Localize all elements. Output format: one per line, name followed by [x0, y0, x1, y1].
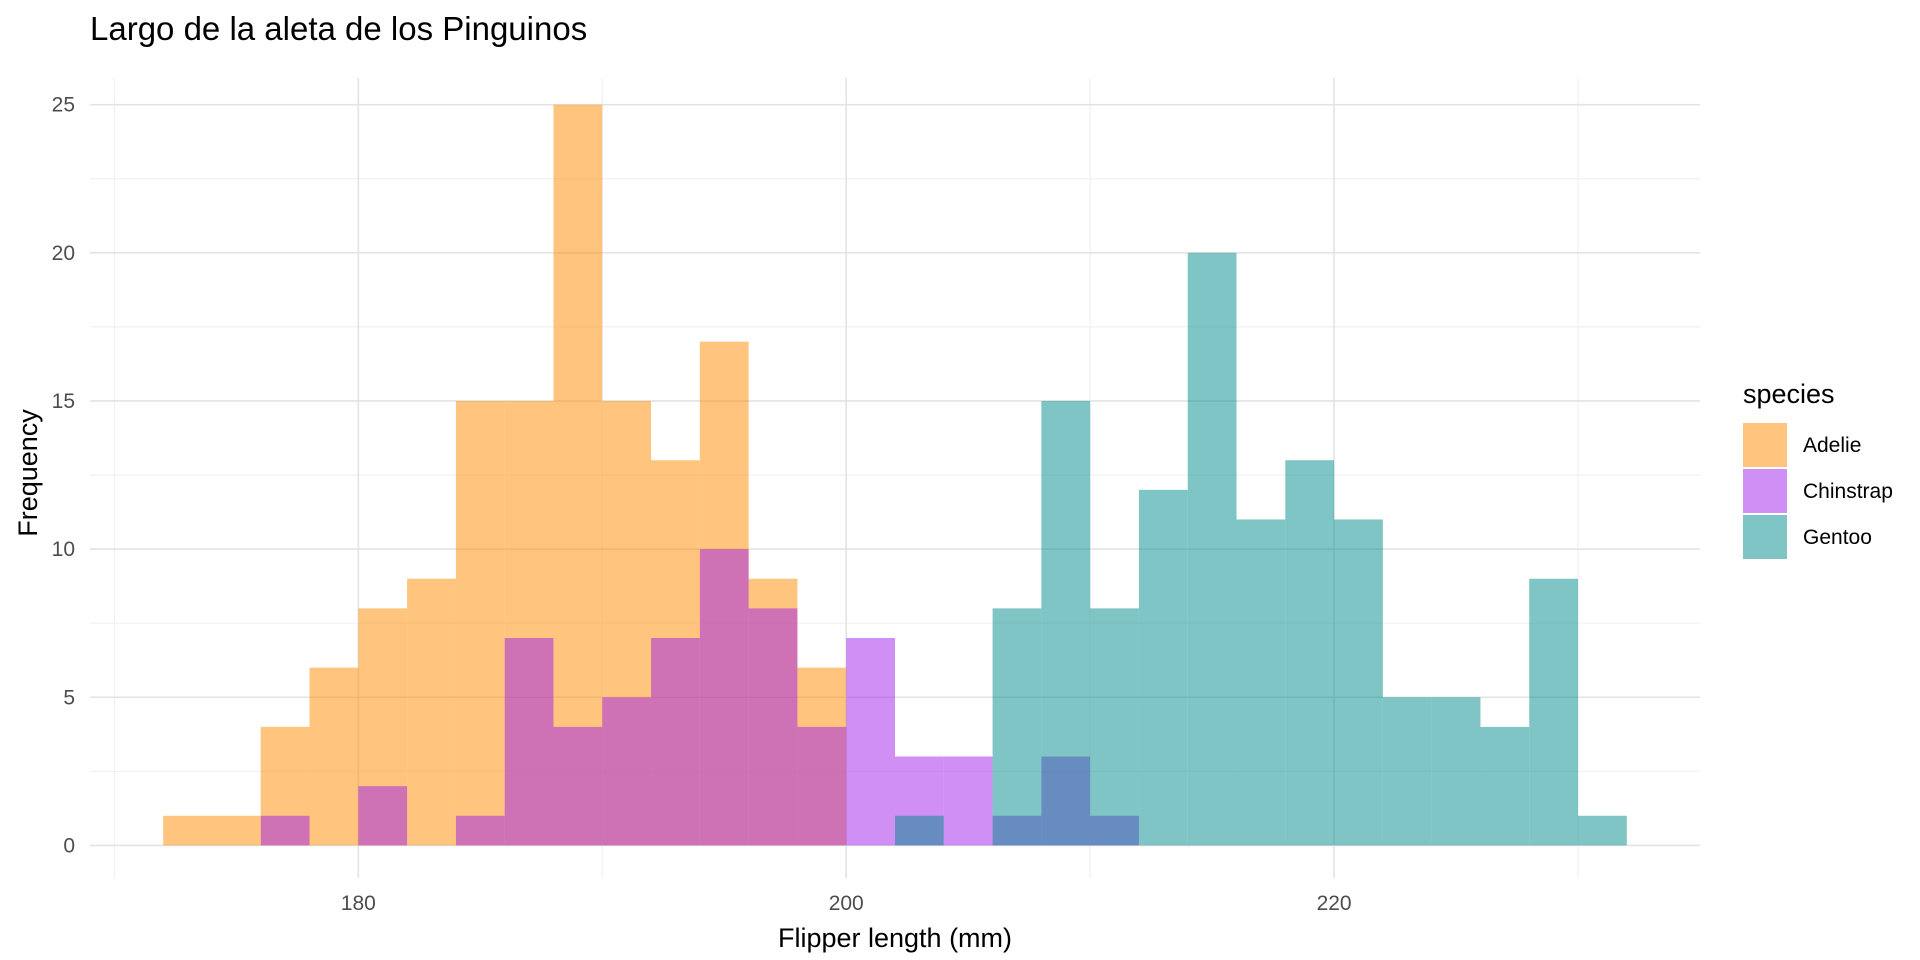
x-tick-label: 180	[341, 892, 376, 915]
legend-title: species	[1743, 379, 1835, 409]
histogram-bar	[553, 104, 603, 846]
histogram-bar	[1090, 608, 1139, 846]
histogram-bar	[895, 815, 944, 846]
histogram-bar	[1334, 519, 1383, 846]
histogram-bar	[1236, 519, 1286, 846]
histogram-bar	[651, 638, 700, 846]
histogram-bar	[699, 549, 749, 846]
chart-title: Largo de la aleta de los Pinguinos	[90, 10, 587, 47]
histogram-bars	[163, 104, 1627, 846]
histogram-bar	[1529, 578, 1579, 846]
legend-item-chinstrap: Chinstrap	[1743, 469, 1893, 513]
y-tick-label: 15	[52, 390, 75, 413]
legend-swatch	[1743, 423, 1787, 467]
histogram-bar	[211, 815, 261, 846]
y-tick-label: 10	[52, 538, 75, 561]
histogram-bar	[504, 638, 554, 846]
y-tick-label: 20	[52, 242, 75, 265]
legend-item-adelie: Adelie	[1743, 423, 1861, 467]
x-axis-title: Flipper length (mm)	[778, 923, 1012, 953]
histogram-bar	[992, 608, 1042, 846]
histogram-bar	[602, 697, 652, 846]
legend-label: Gentoo	[1803, 526, 1872, 549]
x-tick-label: 220	[1317, 892, 1352, 915]
x-tick-label: 200	[829, 892, 864, 915]
histogram-bar	[846, 638, 895, 846]
histogram-bar	[1138, 489, 1188, 846]
histogram-bar	[455, 815, 505, 846]
y-axis-title: Frequency	[13, 409, 43, 537]
histogram-bar	[1578, 815, 1627, 846]
histogram-bar	[943, 756, 993, 846]
histogram-bar	[358, 786, 408, 846]
histogram-bar	[1285, 460, 1335, 846]
legend-label: Chinstrap	[1803, 480, 1893, 503]
legend-label: Adelie	[1803, 434, 1861, 457]
histogram-bar	[1187, 252, 1237, 846]
histogram-bar	[309, 667, 359, 846]
y-tick-label: 25	[52, 94, 75, 117]
legend-item-gentoo: Gentoo	[1743, 515, 1872, 559]
series-gentoo	[895, 252, 1627, 846]
histogram-bar	[1041, 400, 1091, 846]
histogram-bar	[407, 578, 456, 846]
histogram-bar	[1480, 726, 1530, 846]
histogram-bar	[553, 726, 603, 846]
histogram-bar	[1382, 697, 1432, 846]
y-tick-label: 5	[63, 686, 75, 709]
y-tick-label: 0	[63, 834, 75, 857]
tick-labels: 0 5 10 15 20 25 180 200 220	[52, 94, 1352, 915]
histogram-bar	[1431, 697, 1481, 846]
histogram-bar	[748, 608, 798, 846]
histogram-bar	[260, 815, 310, 846]
histogram-bar	[163, 815, 212, 846]
legend-swatch	[1743, 469, 1787, 513]
histogram-bar	[455, 400, 505, 846]
legend-swatch	[1743, 515, 1787, 559]
legend-items: Adelie Chinstrap Gentoo	[1743, 423, 1893, 559]
legend: species Adelie Chinstrap Gentoo	[1743, 379, 1893, 559]
histogram-bar	[797, 726, 847, 846]
